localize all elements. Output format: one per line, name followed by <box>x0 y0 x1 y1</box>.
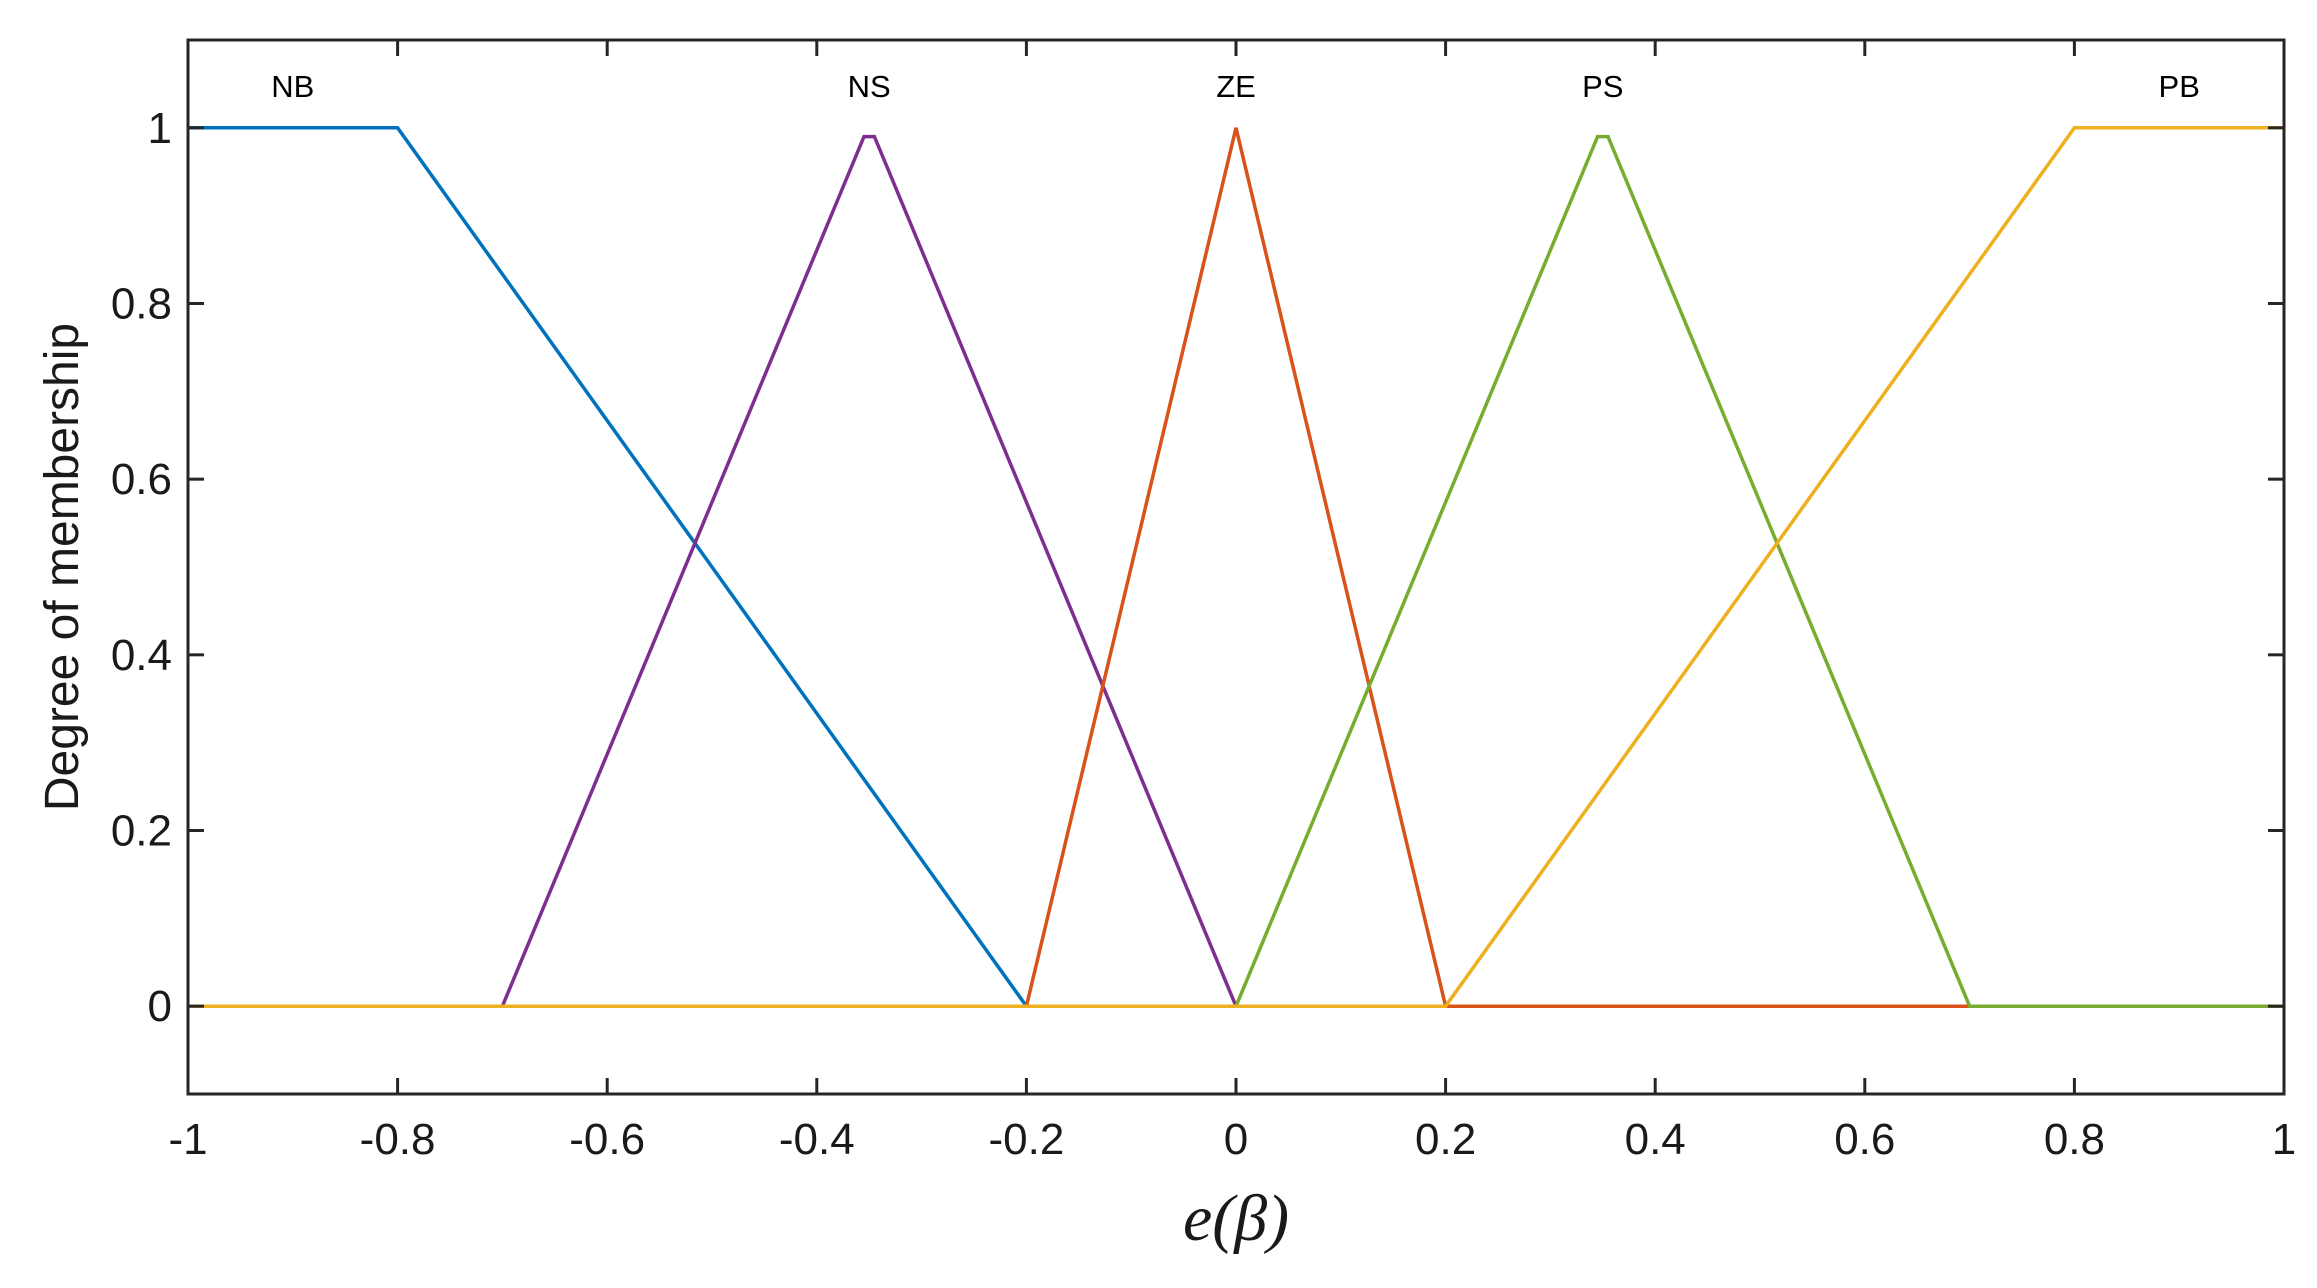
x-tick-label: 0.4 <box>1625 1115 1686 1164</box>
x-axis-label: e(β) <box>1183 1182 1289 1255</box>
mf-label-pb: PB <box>2159 69 2200 104</box>
x-tick-label: -0.2 <box>988 1115 1064 1164</box>
series-line-ps <box>188 134 2284 1008</box>
tick-layer: -1 -0.8 -0.6 -0.4 -0.2 0 0.2 0.4 0.6 0.8 1 0 0.2 0.4 0… <box>111 40 2296 1164</box>
x-tick-label: 0.8 <box>2044 1115 2105 1164</box>
x-tick-label: 1 <box>2272 1115 2296 1164</box>
series-line-nb <box>188 126 2284 1008</box>
y-tick-label: 0.6 <box>111 455 172 504</box>
x-tick-label: 0.2 <box>1415 1115 1476 1164</box>
y-tick-label: 0 <box>148 982 172 1031</box>
mf-label-ps: PS <box>1582 69 1623 104</box>
x-tick-label: 0.6 <box>1834 1115 1895 1164</box>
mf-label-ze: ZE <box>1216 69 1256 104</box>
series-layer <box>188 126 2284 1008</box>
x-tick-label: -1 <box>168 1115 207 1164</box>
x-tick-label: -0.4 <box>779 1115 855 1164</box>
mf-label-nb: NB <box>271 69 314 104</box>
x-tick-label: -0.8 <box>360 1115 436 1164</box>
series-line-ze <box>188 127 2284 1008</box>
y-tick-label: 0.8 <box>111 280 172 329</box>
plot-frame <box>186 38 2286 1096</box>
y-axis-label: Degree of membership <box>36 323 89 811</box>
mf-label-ns: NS <box>848 69 891 104</box>
series-line-pb <box>188 126 2284 1008</box>
y-tick-label: 0.2 <box>111 807 172 856</box>
x-tick-label: -0.6 <box>569 1115 645 1164</box>
y-tick-label: 1 <box>148 104 172 153</box>
series-line-ns <box>188 134 2284 1008</box>
y-tick-label: 0.4 <box>111 631 172 680</box>
mf-label-layer: NB NS ZE PS PB <box>271 69 2200 104</box>
x-tick-label: 0 <box>1224 1115 1248 1164</box>
